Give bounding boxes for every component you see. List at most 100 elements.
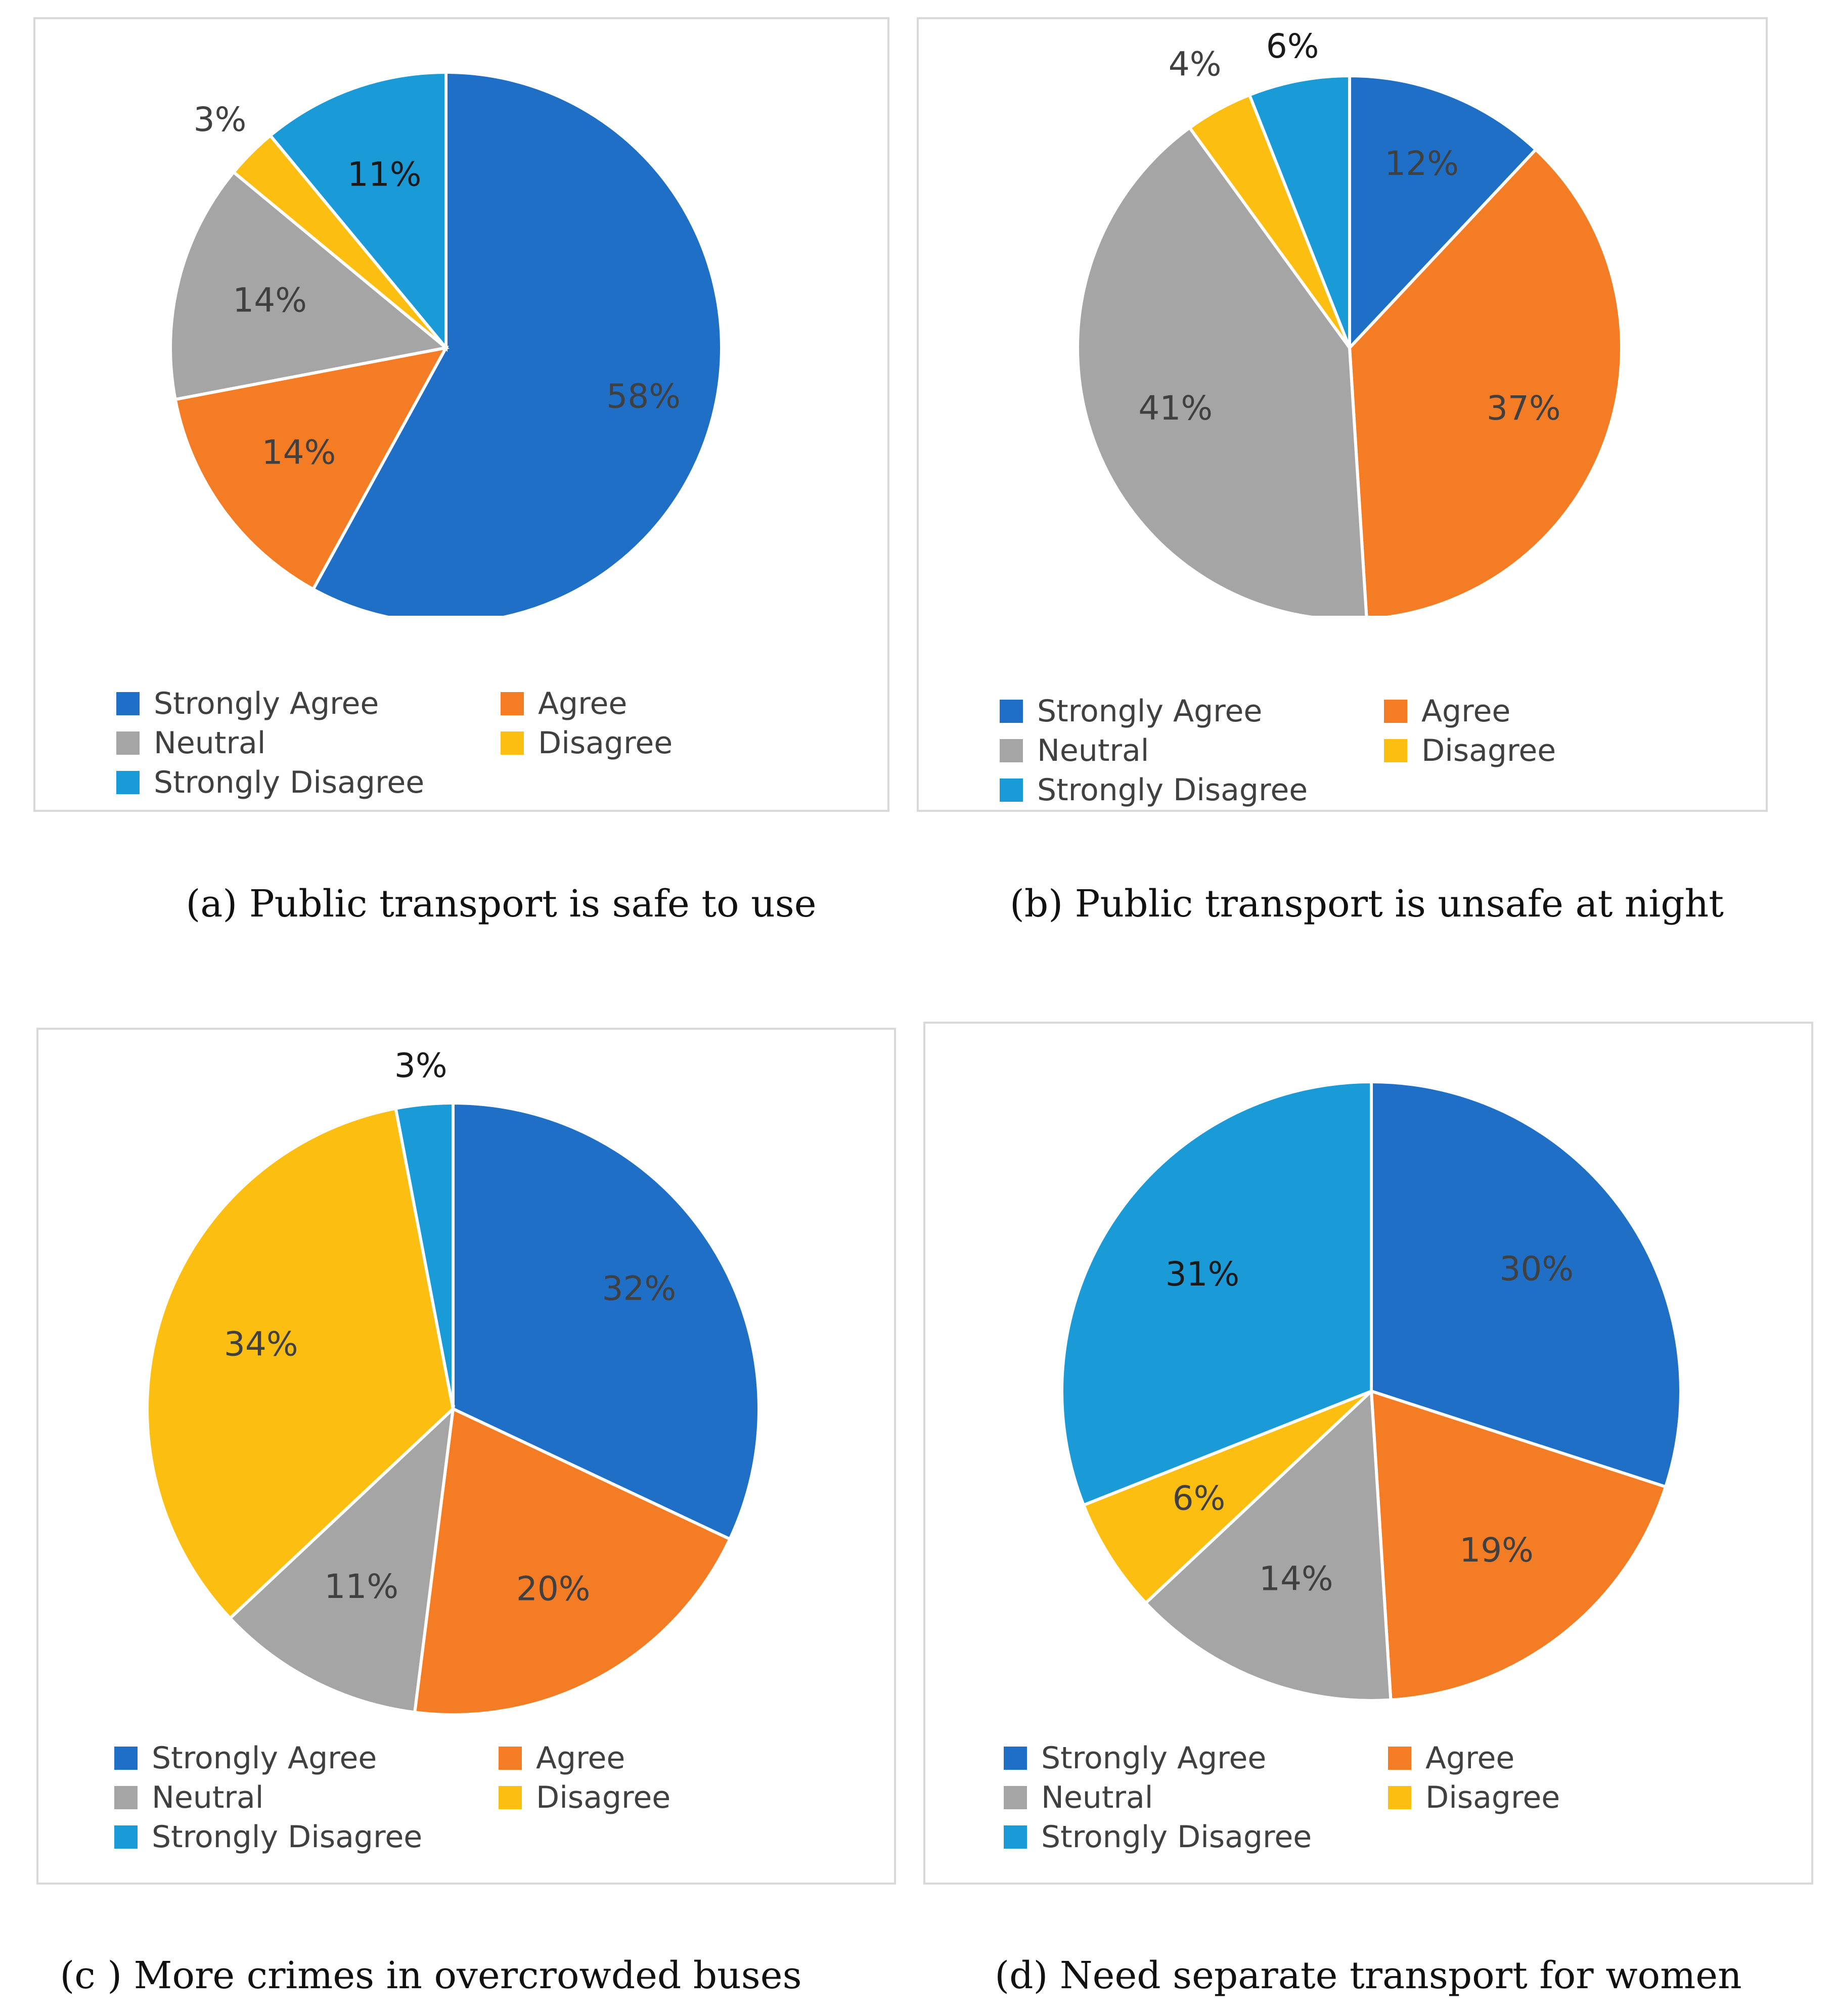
legend-item-disagree: Disagree [1384,733,1687,768]
legend-label: Strongly Agree [152,1740,377,1776]
legend-swatch [501,692,524,715]
legend-item-strongly-disagree: Strongly Disagree [1000,772,1384,808]
pie-slice-neutral [169,170,450,401]
legend-swatch [499,1747,522,1770]
legend-label: Strongly Agree [154,686,379,721]
legend-label: Agree [1421,694,1511,729]
legend-item-strongly-agree: Strongly Agree [1000,694,1384,729]
pie-chart-b: 12% 37% 41% 4% 6% [1076,27,1623,616]
legend-swatch [1004,1747,1027,1770]
slice-label-agree: 37% [1487,389,1561,428]
pie-slice-strongly-agree [311,70,723,616]
legend-swatch [1004,1786,1027,1809]
legend-label: Disagree [536,1780,671,1815]
legend-item-agree: Agree [501,686,804,721]
pie-chart-c: 32% 20% 11% 34% 3% [146,1046,761,1716]
legend-label: Neutral [154,725,266,761]
legend-swatch [116,731,140,755]
slice-label-disagree: 6% [1173,1479,1226,1518]
legend-label: Strongly Disagree [152,1819,423,1855]
legend-item-disagree: Disagree [501,725,804,761]
slice-label-neutral: 41% [1138,389,1213,428]
legend-item-agree: Agree [1388,1740,1691,1776]
legend-swatch [114,1825,138,1849]
pie-slice-agree [1369,1389,1668,1702]
slice-label-strongly-disagree: 31% [1166,1255,1240,1294]
caption-b: (b) Public transport is unsafe at night [1010,882,1724,926]
legend-item-neutral: Neutral [1000,733,1384,768]
pie-slice-strongly-disagree [1247,74,1351,349]
pie-slice-strongly-disagree [268,70,448,352]
slice-label-agree: 19% [1459,1531,1534,1570]
legend-label: Strongly Agree [1041,1740,1267,1776]
pie-chart-d: 30% 19% 14% 6% 31% [1060,1080,1682,1702]
legend-label: Agree [1425,1740,1515,1776]
chart-panel-a: 58% 14% 14% 3% 11% Strongly Agree Agree Neutra… [33,17,889,812]
legend-swatch [501,731,524,755]
pie-slice-strongly-disagree [394,1101,455,1409]
pie-slice-neutral [228,1405,456,1714]
slice-label-disagree: 34% [224,1325,298,1364]
legend-item-disagree: Disagree [499,1780,802,1815]
slice-label-strongly-disagree: 6% [1266,27,1319,66]
pie-slice-strongly-agree [1370,1080,1682,1489]
slice-label-neutral: 14% [233,281,307,320]
chart-panel-b: 12% 37% 41% 4% 6% Strongly Agree Agree Neutral… [917,17,1768,812]
pie-slice-agree [173,345,449,591]
legend-swatch [1384,739,1407,762]
legend-swatch [114,1747,138,1770]
legend-label: Neutral [1041,1780,1153,1815]
legend-item-strongly-disagree: Strongly Disagree [114,1819,499,1855]
legend-swatch [1000,778,1023,802]
legend-swatch [1000,739,1023,762]
legend-swatch [114,1786,138,1809]
legend-item-disagree: Disagree [1388,1780,1691,1815]
pie-slice-neutral [1076,125,1368,616]
slice-label-disagree: 3% [194,100,247,139]
pie-slice-disagree [146,1107,455,1621]
legend-label: Strongly Disagree [154,765,425,800]
legend-item-neutral: Neutral [114,1780,499,1815]
legend-swatch [1384,700,1407,723]
caption-a: (a) Public transport is safe to use [186,882,817,926]
chart-panel-c: 32% 20% 11% 34% 3% Strongly Agree Agree Neutra… [36,1028,896,1885]
legend-a: Strongly Agree Agree Neutral Disagree Strong… [116,686,804,800]
pie-slice-strongly-agree [452,1101,761,1541]
legend-item-strongly-disagree: Strongly Disagree [116,765,501,800]
slice-label-strongly-disagree: 11% [347,155,422,194]
pie-slice-strongly-disagree [1060,1080,1373,1507]
legend-label: Disagree [538,725,673,761]
legend-b: Strongly Agree Agree Neutral Disagree Strong… [1000,694,1687,808]
legend-swatch [1388,1747,1411,1770]
legend-swatch [116,771,140,794]
legend-label: Disagree [1421,733,1556,768]
pie-slice-disagree [1082,1390,1373,1606]
chart-panel-d: 30% 19% 14% 6% 31% Strongly Agree Agree Neutra… [923,1022,1813,1885]
legend-item-agree: Agree [1384,694,1687,729]
slice-label-neutral: 14% [1259,1560,1333,1598]
legend-item-strongly-agree: Strongly Agree [116,686,501,721]
legend-label: Strongly Agree [1037,694,1263,729]
legend-label: Neutral [152,1780,264,1815]
legend-label: Agree [536,1740,625,1776]
slice-label-strongly-agree: 30% [1499,1250,1574,1289]
legend-swatch [116,692,140,715]
legend-swatch [1004,1825,1027,1849]
legend-item-strongly-agree: Strongly Agree [114,1740,499,1776]
slice-label-strongly-disagree: 3% [394,1046,448,1085]
slice-label-strongly-agree: 32% [602,1269,676,1308]
slice-label-strongly-agree: 58% [606,377,681,416]
pie-chart-a: 58% 14% 14% 3% 11% [169,70,723,616]
legend-label: Strongly Disagree [1041,1819,1312,1855]
slice-label-disagree: 4% [1169,45,1222,84]
slice-label-neutral: 11% [324,1567,398,1606]
legend-item-strongly-disagree: Strongly Disagree [1004,1819,1388,1855]
pie-slice-agree [1348,147,1623,616]
pie-slice-neutral [1143,1388,1393,1702]
legend-label: Disagree [1425,1780,1560,1815]
legend-item-neutral: Neutral [116,725,501,761]
legend-swatch [499,1786,522,1809]
legend-c: Strongly Agree Agree Neutral Disagree Strong… [114,1740,802,1855]
legend-label: Neutral [1037,733,1149,768]
legend-label: Agree [538,686,628,721]
